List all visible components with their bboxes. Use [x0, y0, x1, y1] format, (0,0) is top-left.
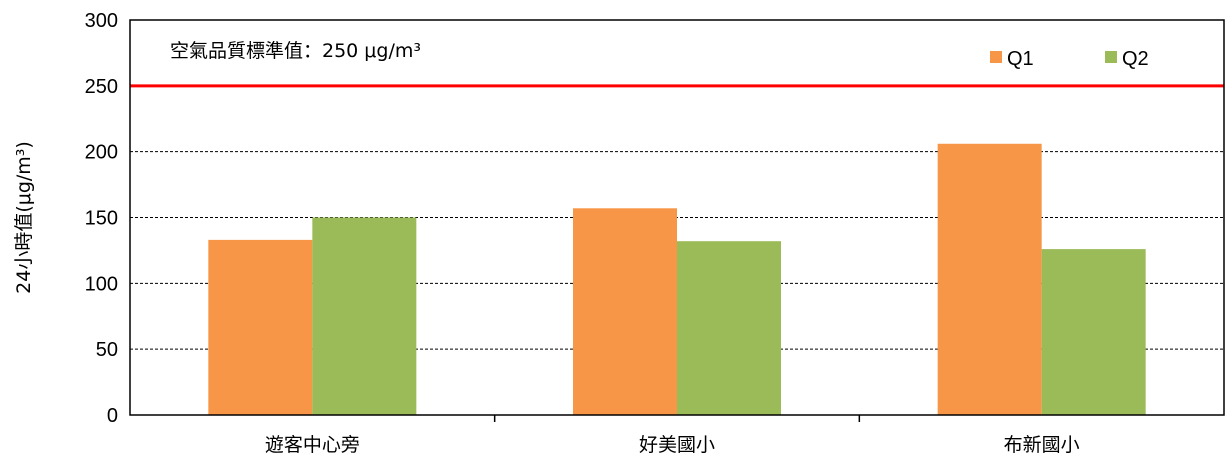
x-category-label: 好美國小 — [639, 434, 715, 456]
x-axis-category-labels: 遊客中心旁 好美國小 布新國小 — [265, 434, 1080, 456]
x-axis-ticks — [493, 415, 861, 422]
bar-q1-2 — [573, 208, 677, 415]
bars — [208, 143, 1146, 415]
y-tick-label: 300 — [85, 10, 118, 32]
bar-q2-3 — [1041, 249, 1146, 415]
bar-q2-1 — [312, 217, 417, 415]
y-tick-label: 150 — [85, 208, 118, 230]
bar-q2-2 — [677, 241, 781, 415]
reference-line-label: 空氣品質標準值：250 μg/m³ — [170, 40, 421, 62]
y-axis-title: 24小時值(μg/m³) — [13, 141, 35, 294]
legend-label-q1: Q1 — [1007, 48, 1034, 70]
legend-swatch-q2 — [1105, 51, 1117, 63]
legend-label-q2: Q2 — [1122, 48, 1149, 70]
y-tick-label: 100 — [85, 273, 118, 295]
y-tick-label: 250 — [85, 76, 118, 98]
y-tick-label: 0 — [107, 405, 118, 427]
x-category-label: 遊客中心旁 — [265, 434, 360, 456]
legend: Q1 Q2 — [990, 48, 1149, 70]
bar-q1-1 — [208, 239, 313, 415]
y-tick-label: 200 — [85, 142, 118, 164]
legend-swatch-q1 — [990, 51, 1002, 63]
y-tick-label: 50 — [96, 339, 118, 361]
plot-area-frame — [129, 19, 1225, 416]
x-category-label: 布新國小 — [1004, 434, 1080, 456]
bar-q1-3 — [937, 143, 1042, 415]
y-axis-tick-labels: 0 50 100 150 200 250 300 — [85, 10, 118, 427]
